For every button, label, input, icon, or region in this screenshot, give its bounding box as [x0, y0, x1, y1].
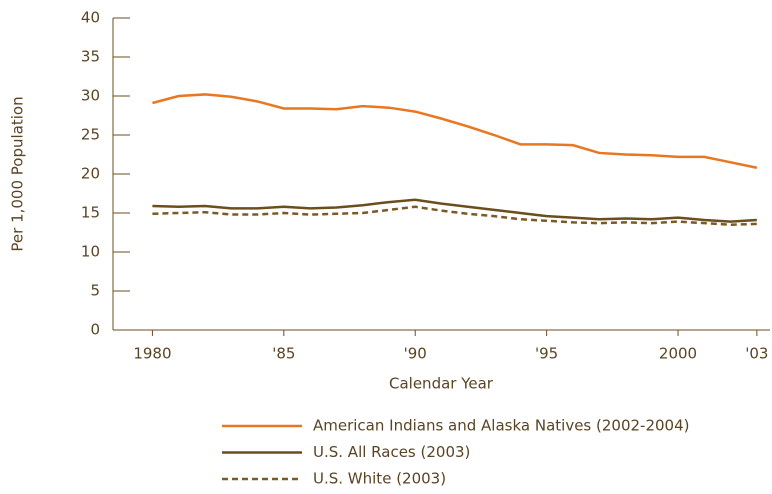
- x-tick-label: '95: [535, 345, 558, 363]
- series-line: [152, 198, 757, 223]
- y-tick-label: 20: [81, 165, 100, 183]
- y-tick-label: 15: [81, 204, 100, 222]
- legend-label: U.S. White (2003): [313, 470, 446, 488]
- x-tick-label: 1980: [133, 345, 171, 363]
- y-tick-label: 35: [81, 48, 100, 66]
- series-line: [152, 205, 757, 226]
- y-tick-label: 30: [81, 87, 100, 105]
- y-tick-label: 10: [81, 243, 100, 261]
- legend-label: U.S. All Races (2003): [313, 443, 470, 461]
- y-axis-label: Per 1,000 Population: [9, 96, 27, 251]
- y-tick-label: 40: [81, 9, 100, 27]
- y-tick-label: 25: [81, 126, 100, 144]
- x-tick-label: '90: [404, 345, 427, 363]
- x-tick-label: '03: [745, 345, 768, 363]
- x-tick-label: 2000: [659, 345, 697, 363]
- x-tick-label: '85: [272, 345, 295, 363]
- x-axis-label: Calendar Year: [389, 375, 494, 393]
- y-tick-label: 0: [90, 321, 100, 339]
- y-tick-label: 5: [90, 282, 100, 300]
- legend-label: American Indians and Alaska Natives (200…: [313, 417, 689, 435]
- series-line: [152, 93, 758, 169]
